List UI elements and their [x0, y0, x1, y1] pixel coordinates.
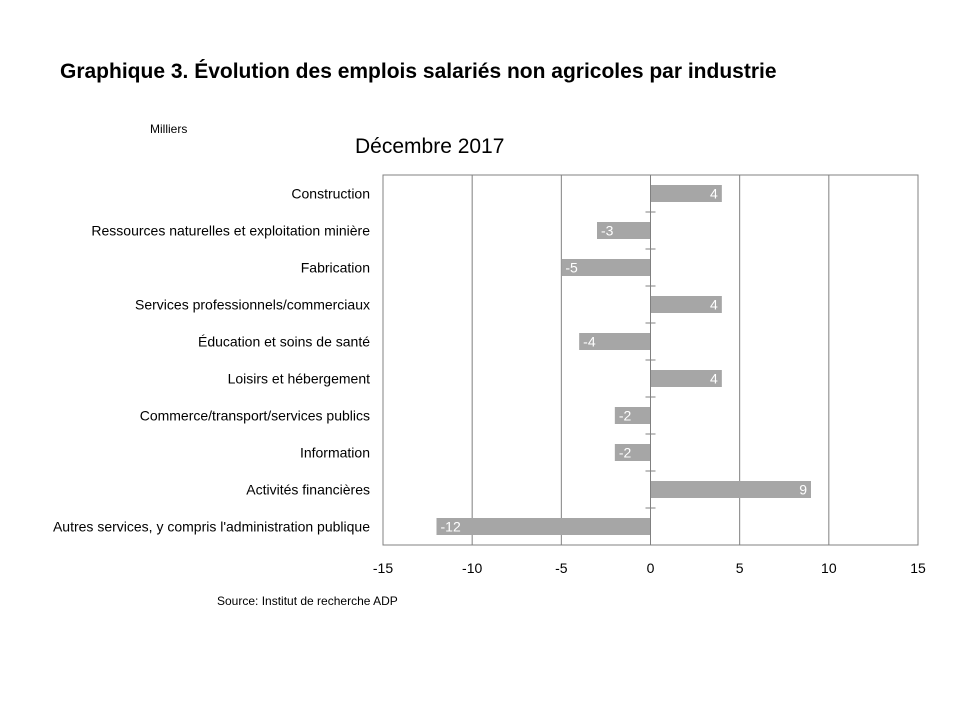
value-label: 4: [710, 297, 718, 313]
x-tick-label: -5: [555, 560, 568, 576]
x-tick-label: -15: [373, 560, 393, 576]
x-tick-label: 0: [647, 560, 655, 576]
value-label: -2: [619, 445, 632, 461]
bar: [614, 444, 651, 461]
category-label: Autres services, y compris l'administrat…: [53, 519, 370, 535]
bar: [597, 222, 651, 239]
units-label: Milliers: [150, 122, 188, 136]
value-label: 4: [710, 186, 718, 202]
bar: [579, 333, 651, 350]
category-label: Fabrication: [301, 260, 370, 276]
labels-layer: -15 -10 -5 0 5 10 15 Construction 4 Ressources na…: [53, 186, 926, 577]
bar: [650, 481, 811, 498]
bar: [436, 518, 651, 535]
category-label: Activités financières: [246, 482, 370, 498]
x-tick-label: -10: [462, 560, 482, 576]
x-tick-label: 5: [736, 560, 744, 576]
bar: [650, 370, 722, 387]
value-label: -2: [619, 408, 632, 424]
value-label: 4: [710, 371, 718, 387]
category-label: Loisirs et hébergement: [228, 371, 371, 387]
x-tick-label: 10: [821, 560, 837, 576]
axis-layer: [645, 174, 656, 546]
source-note: Source: Institut de recherche ADP: [217, 594, 398, 608]
bar: [650, 296, 722, 313]
x-tick-label: 15: [910, 560, 926, 576]
category-label: Construction: [291, 186, 370, 202]
value-label: 9: [799, 482, 807, 498]
bars-layer: [436, 185, 811, 535]
category-label: Information: [300, 445, 370, 461]
bar: [650, 185, 722, 202]
category-label: Services professionnels/commerciaux: [135, 297, 370, 313]
chart-title: Décembre 2017: [355, 135, 505, 158]
category-label: Commerce/transport/services publics: [140, 408, 370, 424]
value-label: -4: [583, 334, 596, 350]
category-label: Ressources naturelles et exploitation mi…: [91, 223, 370, 239]
bar: [614, 407, 651, 424]
value-label: -3: [601, 223, 614, 239]
category-label: Éducation et soins de santé: [198, 334, 370, 350]
value-label: -12: [441, 519, 461, 535]
value-label: -5: [565, 260, 578, 276]
main-title: Graphique 3. Évolution des emplois salar…: [60, 60, 777, 83]
bar: [561, 259, 651, 276]
